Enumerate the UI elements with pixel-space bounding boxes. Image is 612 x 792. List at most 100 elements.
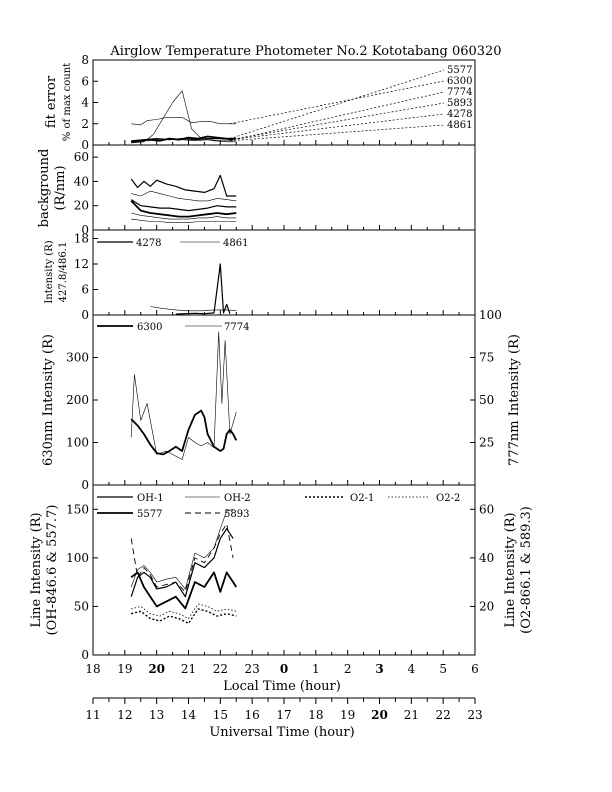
local-time-tick-label: 19 [117, 662, 132, 676]
background-series-7774 [130, 200, 237, 218]
ut-tick-label: 12 [117, 708, 132, 722]
red-series-6300 [130, 409, 238, 456]
blue-ylabel-1: Intensity (R) [44, 240, 55, 303]
intensity_blue-ytick-label: 6 [81, 283, 89, 297]
background-series-5577 [130, 174, 237, 197]
line-series-oh-1 [130, 528, 234, 598]
line-ytick-label: 150 [66, 502, 89, 516]
legend-label-5577: 5577 [137, 509, 162, 520]
ut-tick-label: 21 [404, 708, 419, 722]
universal-time-label: Universal Time (hour) [209, 725, 354, 740]
fit-error-label-7774: 7774 [447, 87, 472, 98]
local-time-tick-label: 5 [439, 662, 447, 676]
local-time-tick-label: 18 [85, 662, 100, 676]
fit-error-label-6300: 6300 [447, 76, 472, 87]
ut-tick-label: 11 [85, 708, 100, 722]
fit_error-ytick-label: 8 [81, 53, 89, 67]
line-ytick-right-label: 20 [479, 599, 494, 613]
ut-tick-label: 22 [436, 708, 451, 722]
line-ytick-label: 100 [66, 551, 89, 565]
local-time-tick-label: 6 [471, 662, 479, 676]
labels-layer: 0246802040600612180100200300255075100050… [66, 53, 502, 722]
line-series-o2-2 [131, 603, 237, 619]
ut-tick-label: 17 [276, 708, 291, 722]
red-ytick-right-label: 75 [479, 351, 494, 365]
fit-error-guide-line [229, 113, 445, 141]
fit_error-ytick-label: 2 [81, 117, 89, 131]
legend-label-o2-2: O2-2 [436, 493, 460, 504]
background-series-4861 [131, 218, 237, 223]
ut-tick-label: 13 [149, 708, 164, 722]
legend-label-7774: 7774 [224, 322, 249, 333]
fit_error-ytick-label: 6 [81, 74, 89, 88]
ut-tick-label: 18 [308, 708, 323, 722]
line-series-5893 [130, 523, 234, 593]
local-time-label: Local Time (hour) [223, 679, 341, 694]
fit-error-label-4861: 4861 [447, 120, 472, 131]
legend-label-4278: 4278 [136, 238, 161, 249]
line-series-oh-2 [130, 509, 234, 590]
fit-error-guide-line [229, 91, 445, 142]
fit_error-series-6300 [131, 117, 237, 126]
panel-fit-error-frame [92, 59, 476, 146]
legend-label-5893: 5893 [224, 509, 249, 520]
line-ylabel-right-2: (O2-866.1 & 589.3) [519, 506, 534, 634]
local-time-tick-label: 22 [213, 662, 228, 676]
red-series-7774 [130, 331, 237, 460]
fit_error-series-4278 [131, 138, 234, 142]
line-ylabel-right-1: Line Intensity (R) [503, 512, 518, 627]
fit-error-guide-line [229, 102, 445, 141]
line-ytick-right-label: 60 [479, 502, 494, 516]
local-time-tick-label: 21 [181, 662, 196, 676]
red-ytick-right-label: 25 [479, 436, 494, 450]
axes-layer [92, 59, 476, 704]
line-series-5577 [130, 571, 238, 610]
fit-error-ylabel-1: fit error [44, 75, 59, 128]
red-ytick-right-label: 100 [479, 308, 502, 322]
local-time-tick-label: 0 [280, 662, 288, 676]
fit-error-guide-line [229, 124, 445, 142]
intensity_blue-ytick-label: 18 [74, 232, 89, 246]
red-ytick-label: 200 [66, 393, 89, 407]
intensity_blue-series-4861 [150, 306, 237, 312]
background-ytick-label: 60 [74, 150, 89, 164]
fit-error-guide-line [229, 69, 445, 139]
fit_error-series-4861 [131, 138, 234, 143]
intensity_blue-ytick-label: 12 [74, 257, 89, 271]
ut-tick-label: 20 [371, 708, 388, 722]
red-ytick-right-label: 50 [479, 393, 494, 407]
local-time-tick-label: 20 [148, 662, 165, 676]
fit-error-label-4278: 4278 [447, 109, 472, 120]
red-ylabel-right: 777nm Intensity (R) [507, 334, 522, 466]
fit_error-ytick-label: 4 [81, 96, 89, 110]
series-layer [130, 69, 445, 625]
local-time-tick-label: 2 [344, 662, 352, 676]
line-series-o2-1 [131, 608, 237, 625]
background-ylabel-1: background [37, 149, 52, 228]
ut-tick-label: 14 [181, 708, 197, 722]
line-ytick-label: 0 [81, 648, 89, 662]
local-time-tick-label: 4 [408, 662, 416, 676]
line-ytick-right-label: 40 [479, 551, 494, 565]
ut-tick-label: 16 [245, 708, 260, 722]
line-ytick-label: 50 [74, 599, 89, 613]
ut-tick-label: 23 [467, 708, 482, 722]
red-ylabel-left: 630nm Intensity (R) [41, 334, 56, 466]
fit-error-label-5893: 5893 [447, 98, 472, 109]
panel-red-frame [92, 314, 476, 486]
intensity_blue-series-4278 [175, 263, 231, 315]
local-time-tick-label: 1 [312, 662, 320, 676]
background-ytick-label: 0 [81, 223, 89, 237]
red-ytick-label: 0 [81, 478, 89, 492]
legend-label-oh2: OH-2 [224, 493, 251, 504]
ut-tick-label: 15 [213, 708, 228, 722]
background-ylabel-2: (R/nm) [53, 165, 68, 210]
fit_error-series-7774 [131, 90, 237, 144]
local-time-tick-label: 3 [375, 662, 383, 676]
ut-tick-label: 19 [340, 708, 355, 722]
panel-background-frame [92, 144, 476, 231]
legend-label-oh1: OH-1 [137, 493, 164, 504]
intensity_blue-ytick-label: 0 [81, 308, 89, 322]
fit-error-ylabel-2: % of max count [62, 63, 73, 141]
